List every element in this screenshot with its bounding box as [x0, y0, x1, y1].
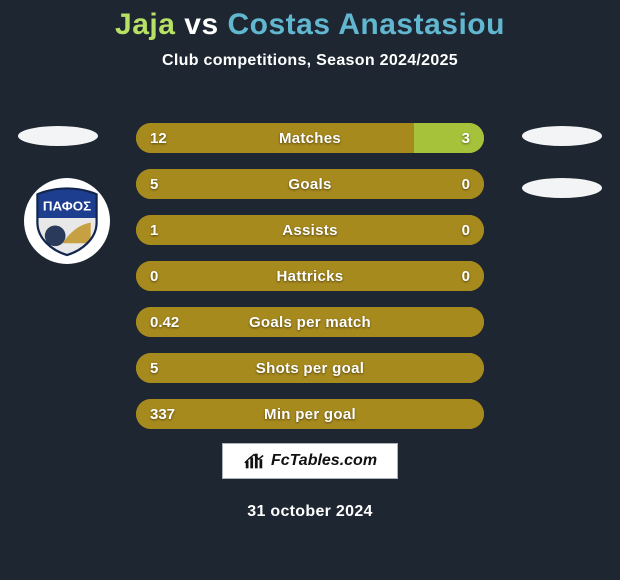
player-b-crest-placeholder-1 — [522, 126, 602, 146]
player-b-crest-placeholder-2 — [522, 178, 602, 198]
svg-text:ΠΑΦΟΣ: ΠΑΦΟΣ — [43, 199, 91, 214]
stat-label: Hattricks — [136, 261, 484, 291]
club-badge: ΠΑΦΟΣ — [24, 178, 110, 264]
stat-row: 00Hattricks — [136, 261, 484, 291]
fctables-logo[interactable]: FcTables.com — [222, 443, 398, 479]
subtitle: Club competitions, Season 2024/2025 — [0, 52, 620, 70]
bar-chart-icon — [243, 450, 265, 472]
stat-row: 123Matches — [136, 123, 484, 153]
stat-label: Min per goal — [136, 399, 484, 429]
vs-text: vs — [184, 8, 218, 41]
stat-row: 50Goals — [136, 169, 484, 199]
fctables-logo-text: FcTables.com — [271, 452, 377, 470]
stat-row: 0.42Goals per match — [136, 307, 484, 337]
stat-label: Goals — [136, 169, 484, 199]
stat-row: 337Min per goal — [136, 399, 484, 429]
stat-label: Shots per goal — [136, 353, 484, 383]
stat-row: 5Shots per goal — [136, 353, 484, 383]
stat-label: Matches — [136, 123, 484, 153]
page-title: Jaja vs Costas Anastasiou — [0, 0, 620, 42]
stat-label: Assists — [136, 215, 484, 245]
stats-column: 123Matches 50Goals 10Assists 00Hattricks 0.4… — [136, 123, 484, 445]
player-a-crest-placeholder — [18, 126, 98, 146]
club-badge-svg: ΠΑΦΟΣ — [30, 184, 104, 258]
player-a-name: Jaja — [115, 8, 175, 41]
stat-label: Goals per match — [136, 307, 484, 337]
player-b-name: Costas Anastasiou — [227, 8, 504, 41]
stat-row: 10Assists — [136, 215, 484, 245]
footer-date: 31 october 2024 — [0, 503, 620, 521]
